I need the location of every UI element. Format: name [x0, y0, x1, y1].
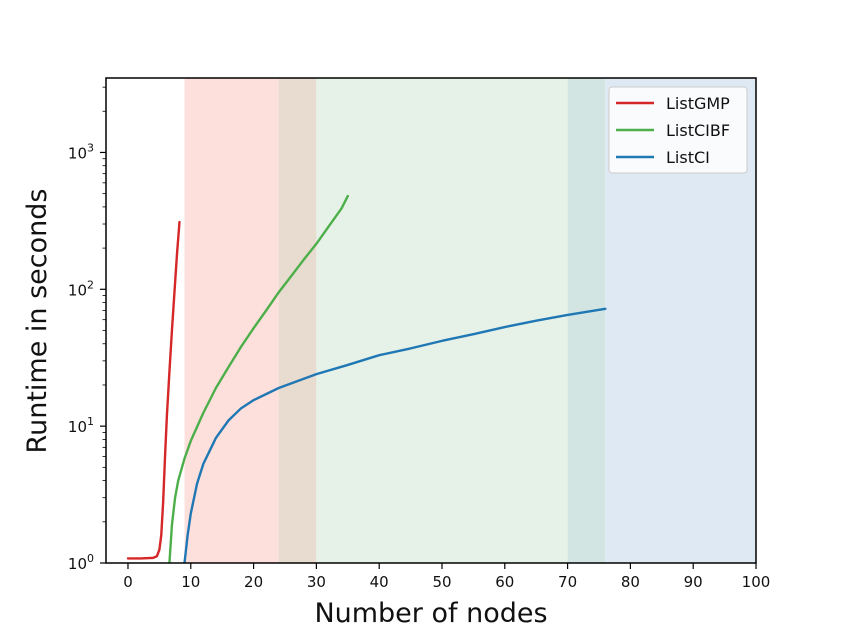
shaded-region-0 [184, 78, 279, 563]
series-line-listci [183, 307, 607, 563]
x-tick-label-100: 100 [742, 573, 771, 591]
legend-label-listci: ListCI [666, 148, 710, 167]
series-line-listgmp [126, 220, 181, 560]
x-tick-label-30: 30 [307, 573, 326, 591]
shaded-region-2 [316, 78, 568, 563]
y-axis-label: Runtime in seconds [22, 189, 53, 454]
y-tick-label-3: 103 [68, 141, 94, 162]
legend-box [608, 86, 748, 174]
x-tick-label-0: 0 [123, 573, 133, 591]
legend-label-listcibf: ListCIBF [666, 121, 730, 140]
x-tick-label-90: 90 [684, 573, 703, 591]
x-tick-label-70: 70 [558, 573, 577, 591]
legend-items: ListGMP ListCIBF ListCI [616, 94, 730, 167]
x-tick-label-10: 10 [181, 573, 200, 591]
x-axis-ticks: 0 10 20 30 40 50 60 70 80 90 100 [123, 563, 770, 591]
shaded-regions [184, 78, 756, 563]
legend: ListGMP ListCIBF ListCI [608, 86, 748, 174]
x-tick-label-60: 60 [495, 573, 514, 591]
series-lines [126, 194, 607, 563]
y-tick-label-0: 100 [68, 552, 94, 573]
x-tick-label-40: 40 [370, 573, 389, 591]
y-tick-label-1: 101 [68, 415, 94, 436]
x-axis-label: Number of nodes [314, 598, 547, 629]
series-line-listcibf [168, 194, 349, 563]
shaded-region-3 [567, 78, 606, 563]
shaded-region-1 [278, 78, 317, 563]
plot-frame [105, 77, 757, 564]
x-tick-label-80: 80 [621, 573, 640, 591]
y-tick-label-2: 102 [68, 278, 94, 299]
x-tick-label-20: 20 [244, 573, 263, 591]
legend-label-listgmp: ListGMP [666, 94, 730, 113]
x-tick-label-50: 50 [432, 573, 451, 591]
y-axis-ticks: 100 101 102 103 [68, 86, 106, 573]
